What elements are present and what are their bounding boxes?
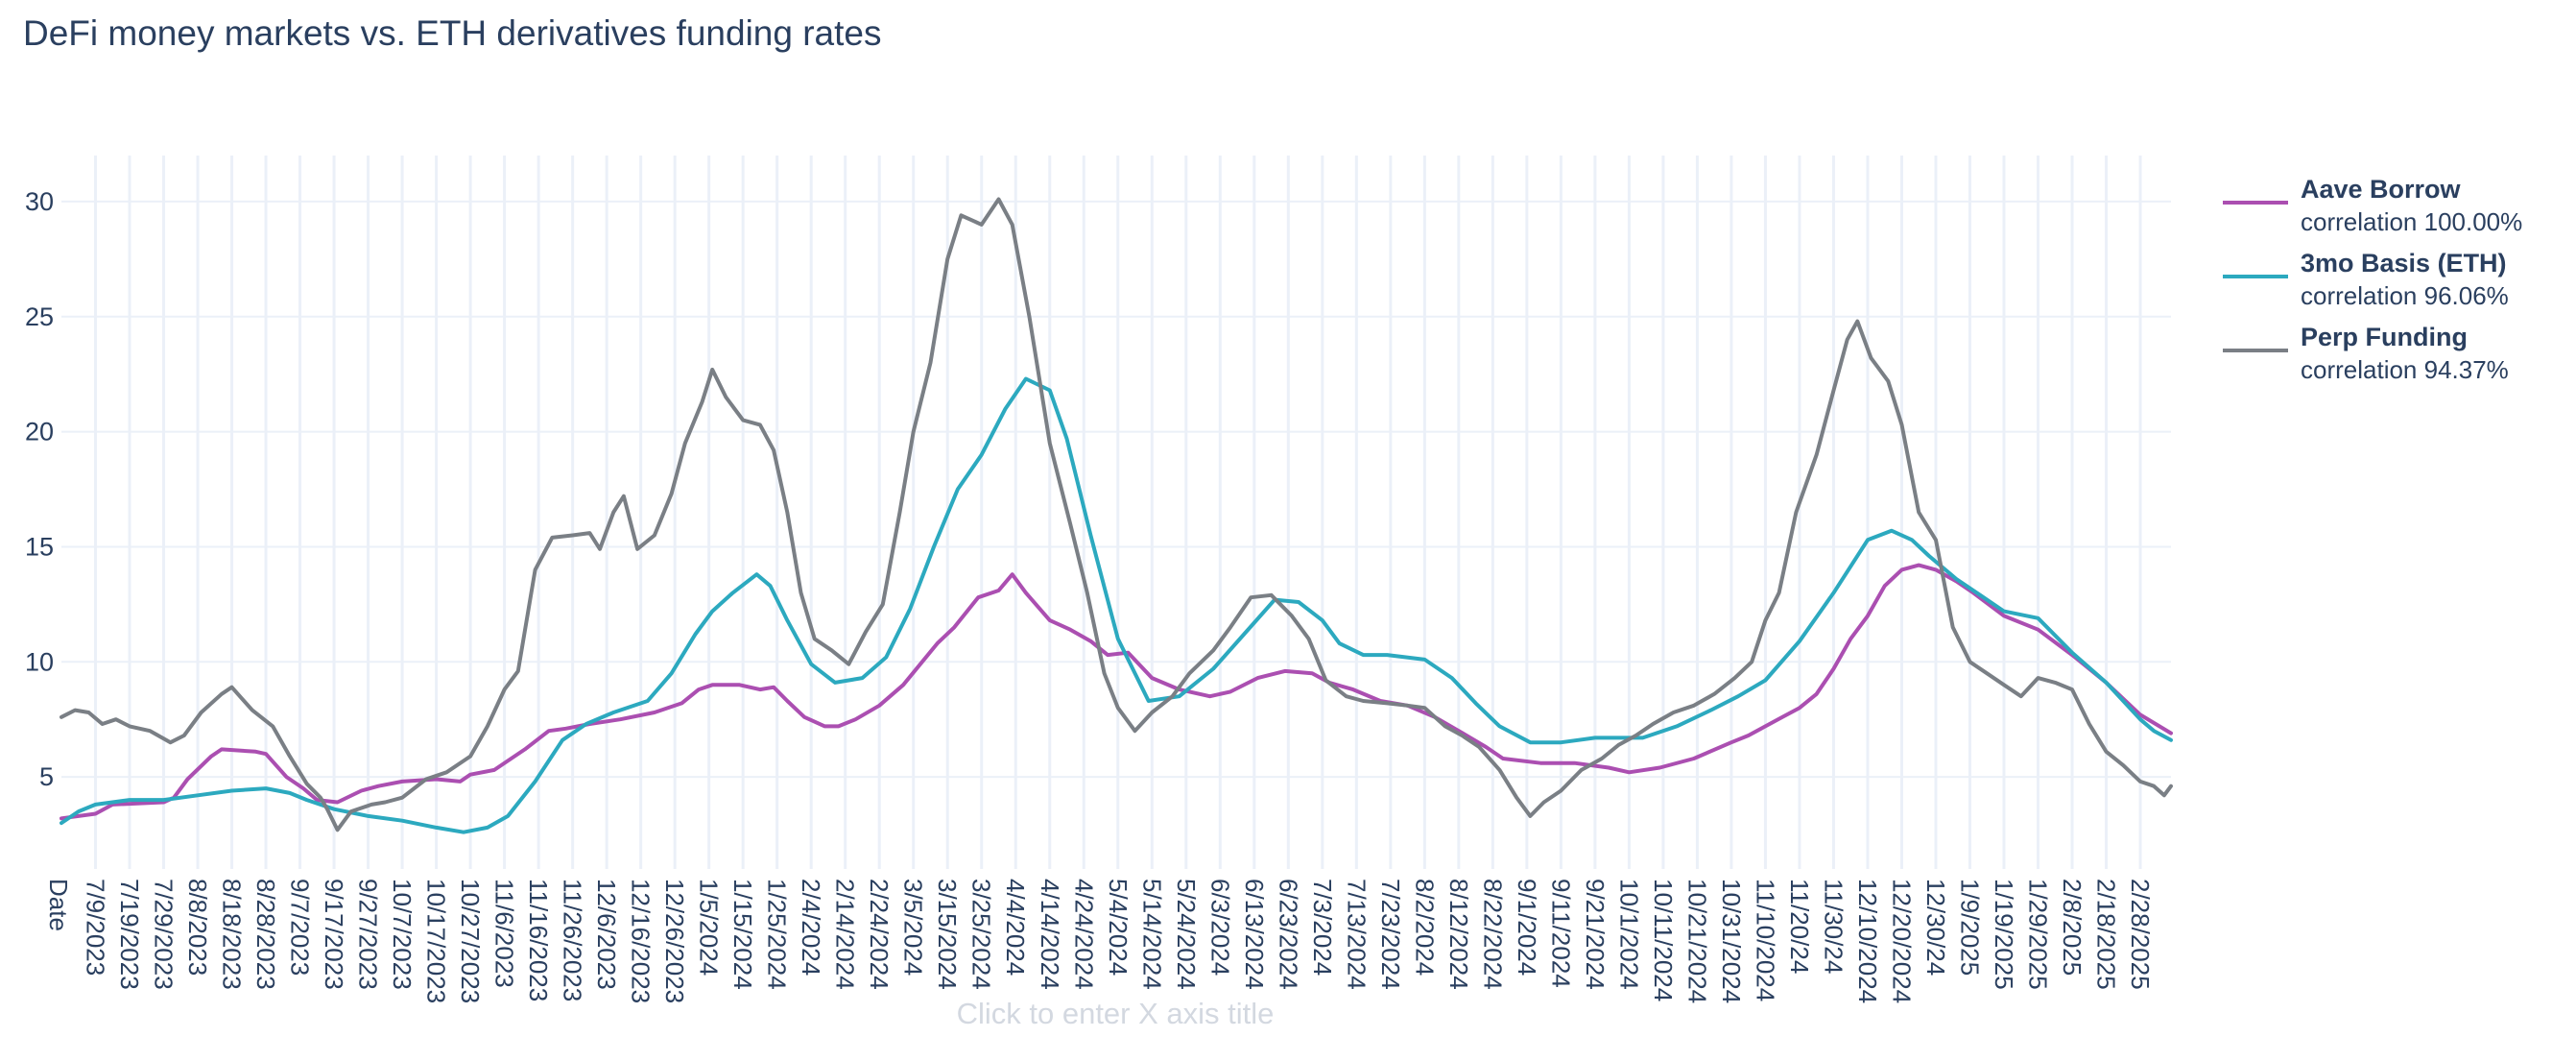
y-tick-label: 15 xyxy=(25,532,54,561)
x-tick-label: 2/4/2024 xyxy=(797,879,825,976)
x-tick-label: 2/18/2025 xyxy=(2092,879,2121,990)
x-tick-label: 5/14/2024 xyxy=(1137,879,1166,990)
legend-correlation: correlation 94.37% xyxy=(2301,355,2509,384)
x-tick-label: 9/1/2024 xyxy=(1513,879,1541,976)
x-tick-label: 12/30/24 xyxy=(1921,879,1950,976)
x-tick-label: 12/6/2023 xyxy=(592,879,621,990)
x-tick-label: 6/23/2024 xyxy=(1274,879,1302,990)
x-tick-label: 9/21/2024 xyxy=(1581,879,1610,990)
x-tick-label: 10/31/2024 xyxy=(1717,879,1746,1003)
x-axis-title-placeholder[interactable]: Click to enter X axis title xyxy=(957,997,1275,1030)
x-tick-label: 12/20/2024 xyxy=(1887,879,1916,1003)
x-tick-label: 8/8/2023 xyxy=(183,879,212,976)
legend-item[interactable]: Perp Funding correlation 94.37% xyxy=(2223,323,2509,384)
x-tick-label: 8/18/2023 xyxy=(218,879,247,990)
series-line-aave-borrow xyxy=(60,563,2173,821)
x-tick-label: 1/25/2024 xyxy=(763,879,792,990)
x-tick-label: 10/11/2024 xyxy=(1649,879,1678,1001)
y-axis-ticks: 5 10 15 20 25 30 xyxy=(25,187,54,791)
x-tick-label: 9/27/2023 xyxy=(354,879,383,990)
x-tick-label: 2/24/2024 xyxy=(865,879,894,990)
x-tick-label: 11/30/24 xyxy=(1819,879,1848,974)
x-axis-ticks: Date 7/9/2023 7/19/2023 7/29/2023 8/8/2023 8/… xyxy=(44,879,2155,1003)
x-tick-label: 6/3/2024 xyxy=(1205,879,1234,976)
x-tick-label: 10/1/2024 xyxy=(1614,879,1643,990)
y-tick-label: 10 xyxy=(25,647,54,676)
x-tick-label: 8/12/2024 xyxy=(1444,879,1473,990)
x-tick-label: 2/14/2024 xyxy=(831,879,860,990)
x-tick-label: 10/17/2023 xyxy=(422,879,451,1003)
x-tick-label: 12/16/2023 xyxy=(627,879,656,1003)
y-tick-label: 30 xyxy=(25,187,54,216)
x-tick-label: 1/9/2025 xyxy=(1955,879,1984,976)
legend[interactable]: Aave Borrow correlation 100.00% 3mo Basis … xyxy=(2223,175,2522,384)
y-tick-label: 25 xyxy=(25,302,54,331)
x-tick-label: 8/28/2023 xyxy=(251,879,280,990)
y-tick-label: 5 xyxy=(39,762,54,791)
x-tick-label: 3/15/2024 xyxy=(933,879,962,990)
x-tick-label: 1/15/2024 xyxy=(728,879,757,990)
x-tick-label: 11/26/2023 xyxy=(559,879,587,1001)
series-line-perp-funding xyxy=(60,197,2173,832)
legend-correlation: correlation 100.00% xyxy=(2301,207,2522,236)
x-tick-label: 3/25/2024 xyxy=(967,879,996,990)
x-tick-label: 7/9/2023 xyxy=(82,879,110,976)
x-first-label: Date xyxy=(44,879,73,931)
x-tick-label: 10/7/2023 xyxy=(388,879,417,990)
x-tick-label: 9/17/2023 xyxy=(320,879,348,990)
x-tick-label: 9/7/2023 xyxy=(286,879,315,976)
x-tick-label: 5/4/2024 xyxy=(1104,879,1133,976)
x-tick-label: 7/19/2023 xyxy=(115,879,144,990)
legend-correlation: correlation 96.06% xyxy=(2301,281,2509,310)
series-lines xyxy=(60,197,2173,834)
x-tick-label: 10/21/2024 xyxy=(1682,879,1711,1003)
x-tick-label: 7/23/2024 xyxy=(1376,879,1405,990)
x-tick-label: 4/14/2024 xyxy=(1036,879,1064,990)
x-tick-label: 4/24/2024 xyxy=(1069,879,1098,990)
x-tick-label: 7/29/2023 xyxy=(150,879,179,990)
legend-series-name: Aave Borrow xyxy=(2301,175,2462,204)
x-tick-label: 11/10/2024 xyxy=(1751,879,1779,1001)
x-tick-label: 8/2/2024 xyxy=(1410,879,1439,976)
x-tick-label: 11/16/2023 xyxy=(524,879,553,1001)
x-tick-label: 1/5/2024 xyxy=(695,879,724,976)
x-tick-label: 2/28/2025 xyxy=(2126,879,2155,990)
x-tick-label: 6/13/2024 xyxy=(1240,879,1269,990)
x-tick-label: 8/22/2024 xyxy=(1478,879,1507,990)
legend-item[interactable]: Aave Borrow correlation 100.00% xyxy=(2223,175,2522,236)
legend-series-name: 3mo Basis (ETH) xyxy=(2301,249,2507,277)
x-tick-label: 3/5/2024 xyxy=(899,879,928,976)
x-tick-label: 4/4/2024 xyxy=(1001,879,1030,976)
legend-series-name: Perp Funding xyxy=(2301,323,2468,351)
gridlines xyxy=(61,156,2171,869)
chart-title: DeFi money markets vs. ETH derivatives f… xyxy=(23,13,882,53)
x-tick-label: 12/10/2024 xyxy=(1853,879,1882,1003)
x-tick-label: 5/24/2024 xyxy=(1172,879,1201,990)
series-line-3mo-basis-eth xyxy=(60,376,2173,834)
x-tick-label: 9/11/2024 xyxy=(1546,879,1575,988)
x-tick-label: 11/20/24 xyxy=(1785,879,1814,974)
x-tick-label: 11/6/2023 xyxy=(490,879,519,988)
y-tick-label: 20 xyxy=(25,418,54,446)
legend-item[interactable]: 3mo Basis (ETH) correlation 96.06% xyxy=(2223,249,2509,310)
x-tick-label: 12/26/2023 xyxy=(660,879,689,1003)
x-tick-label: 2/8/2025 xyxy=(2058,879,2087,976)
x-tick-label: 1/29/2025 xyxy=(2024,879,2053,990)
x-tick-label: 7/13/2024 xyxy=(1342,879,1371,990)
x-tick-label: 10/27/2023 xyxy=(456,879,485,1003)
x-tick-label: 7/3/2024 xyxy=(1308,879,1337,976)
x-tick-label: 1/19/2025 xyxy=(1990,879,2018,990)
